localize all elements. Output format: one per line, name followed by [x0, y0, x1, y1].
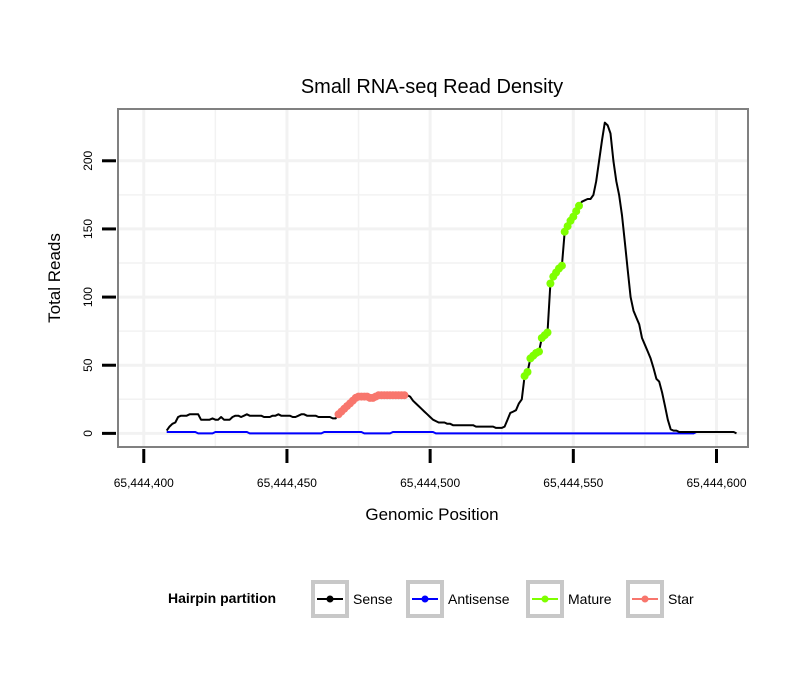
series-point-mature [543, 328, 552, 337]
series-line-sense [165, 121, 737, 435]
x-axis-title: Genomic Position [365, 505, 498, 524]
series-point-mature [535, 347, 543, 356]
series-point-mature [523, 368, 532, 376]
x-tick-label: 65,444,400 [114, 476, 174, 490]
plot-panel-background [118, 109, 748, 447]
y-axis-title: Total Reads [45, 233, 64, 323]
series-point-mature [557, 261, 566, 270]
legend-label-antisense: Antisense [448, 591, 510, 607]
x-tick-label: 65,444,600 [686, 476, 746, 490]
plot-panel-border [117, 108, 749, 448]
legend-label-mature: Mature [568, 591, 612, 607]
x-tick-label: 65,444,450 [257, 476, 317, 490]
legend: Hairpin partition Sense Antisense Mature St… [168, 580, 694, 618]
y-tick-label: 200 [81, 150, 95, 170]
legend-key-dot-sense [326, 595, 334, 603]
legend-key-dot-mature [541, 595, 549, 603]
legend-key-dot-star [641, 595, 649, 603]
series-point-star [400, 391, 409, 400]
x-axis: 65,444,400 65,444,450 65,444,500 65,444,550… [114, 449, 747, 490]
y-tick-label: 50 [81, 358, 95, 372]
series-line-antisense [166, 431, 717, 435]
legend-items: Sense Antisense Mature Star [311, 580, 694, 618]
chart-title: Small RNA-seq Read Density [301, 76, 563, 98]
y-tick-label: 100 [81, 287, 95, 307]
series-layer [165, 121, 737, 435]
y-tick-label: 150 [81, 219, 95, 239]
y-axis: 0 50 100 150 200 [81, 150, 116, 437]
series-point-mature [575, 201, 583, 210]
legend-label-sense: Sense [353, 591, 393, 607]
legend-key-dot-antisense [421, 595, 429, 603]
y-tick-label: 0 [81, 430, 95, 437]
series-point-mature [546, 279, 555, 288]
x-tick-label: 65,444,550 [543, 476, 603, 490]
legend-title: Hairpin partition [168, 590, 276, 606]
legend-label-star: Star [668, 591, 694, 607]
x-tick-label: 65,444,500 [400, 476, 460, 490]
